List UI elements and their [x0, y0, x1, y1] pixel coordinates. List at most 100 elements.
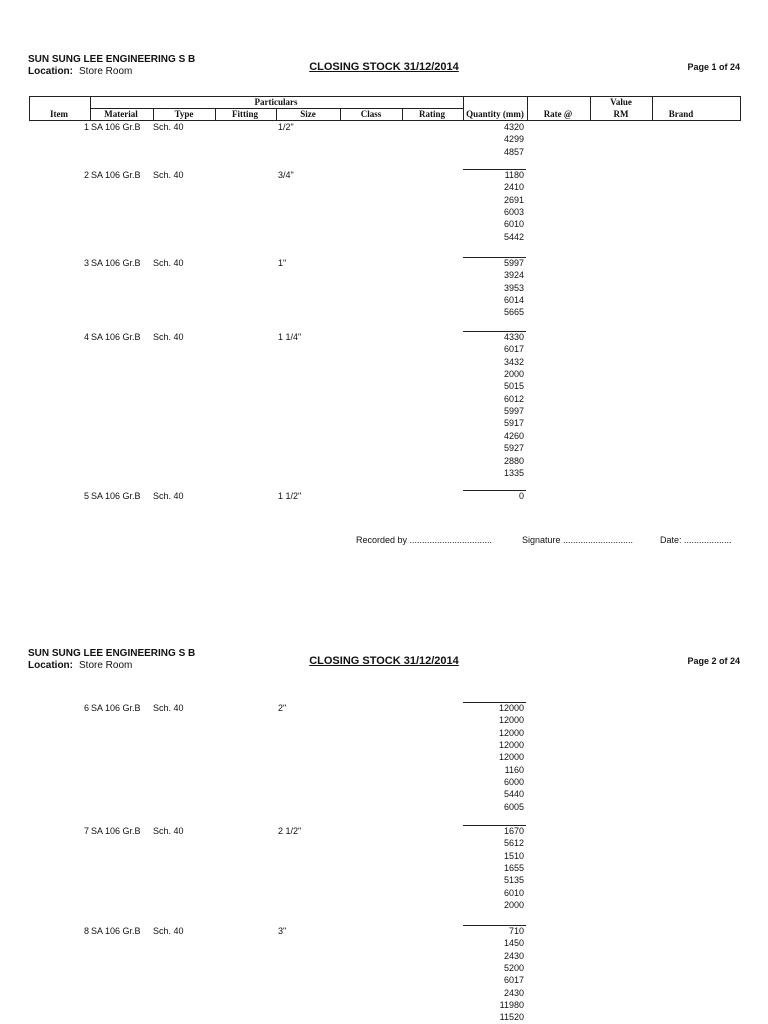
size: 1/2"	[278, 122, 294, 132]
column-header: Rate @	[543, 109, 573, 119]
column-header: Value	[610, 97, 632, 107]
quantity: 12000	[498, 740, 524, 751]
column-header: Class	[360, 109, 382, 119]
column-header: RM	[613, 109, 629, 119]
type: Sch. 40	[153, 170, 184, 180]
quantity: 2430	[503, 987, 524, 998]
company-name: SUN SUNG LEE ENGINEERING S B	[28, 54, 196, 65]
item-number: 1	[83, 122, 89, 132]
quantity: 0	[518, 491, 524, 501]
type: Sch. 40	[153, 332, 184, 342]
rule	[215, 108, 216, 121]
quantity: 4299	[503, 134, 524, 145]
quantity: 6017	[503, 975, 524, 986]
material: SA 106 Gr.B	[91, 122, 141, 132]
material: SA 106 Gr.B	[91, 926, 141, 936]
quantity: 4330	[503, 332, 524, 342]
quantity: 3953	[503, 282, 524, 293]
quantity: 2691	[503, 194, 524, 205]
quantity: 5927	[503, 443, 524, 454]
size: 1 1/4"	[278, 332, 302, 342]
rule	[29, 96, 740, 97]
rule	[340, 108, 341, 121]
column-header: Material	[104, 109, 138, 119]
rule	[652, 96, 653, 121]
location-label: Location:	[28, 660, 73, 671]
item-number: 6	[83, 703, 89, 713]
type: Sch. 40	[153, 826, 184, 836]
material: SA 106 Gr.B	[91, 332, 141, 342]
rule	[463, 96, 464, 121]
quantity: 5135	[503, 875, 524, 886]
quantity: 6005	[503, 801, 524, 812]
column-header: Brand	[668, 109, 694, 119]
quantity: 1655	[503, 863, 524, 874]
rule	[29, 96, 30, 121]
quantity: 2430	[503, 950, 524, 961]
quantity: 5917	[503, 418, 524, 429]
type: Sch. 40	[153, 703, 184, 713]
item-number: 4	[83, 332, 89, 342]
recorded-by: Recorded by ............................…	[356, 535, 493, 545]
quantity: 5997	[503, 406, 524, 417]
size: 3/4"	[278, 170, 294, 180]
date: Date: ...................	[660, 535, 732, 545]
quantity: 1160	[504, 764, 524, 775]
quantity: 4260	[503, 430, 524, 441]
rule	[740, 96, 741, 121]
quantity: 1450	[503, 938, 524, 949]
quantity: 2000	[503, 900, 524, 911]
quantity: 11980	[499, 1000, 524, 1011]
page-number: Page 1 of 24	[687, 62, 740, 72]
quantity: 4857	[503, 146, 524, 157]
quantity: 4320	[503, 122, 524, 132]
quantity: 11520	[499, 1012, 524, 1023]
material: SA 106 Gr.B	[91, 703, 141, 713]
quantity: 1510	[503, 850, 524, 861]
quantity: 6017	[503, 344, 524, 355]
column-header: Quantity (mm)	[466, 109, 524, 119]
type: Sch. 40	[153, 258, 184, 268]
type: Sch. 40	[153, 122, 184, 132]
quantity: 2410	[503, 182, 524, 193]
company-name: SUN SUNG LEE ENGINEERING S B	[28, 648, 196, 659]
quantity: 2000	[503, 369, 524, 380]
column-header: Type	[174, 109, 194, 119]
quantity: 3924	[503, 270, 524, 281]
material: SA 106 Gr.B	[91, 826, 141, 836]
type: Sch. 40	[153, 926, 184, 936]
quantity: 6010	[503, 887, 524, 898]
quantity: 5612	[503, 838, 524, 849]
size: 2"	[278, 703, 287, 713]
quantity: 3432	[503, 356, 524, 367]
rule	[463, 490, 526, 491]
rule	[463, 925, 526, 926]
quantity: 710	[508, 926, 524, 936]
type: Sch. 40	[153, 491, 184, 501]
quantity: 12000	[498, 703, 524, 713]
item-number: 3	[83, 258, 89, 268]
report-title: CLOSING STOCK 31/12/2014	[309, 61, 459, 73]
page-number: Page 2 of 24	[687, 656, 740, 666]
quantity: 5442	[503, 231, 524, 242]
item-number: 2	[83, 170, 89, 180]
location: Store Room	[79, 660, 133, 671]
size: 2 1/2"	[278, 826, 302, 836]
quantity: 1670	[503, 826, 524, 836]
quantity: 1335	[503, 467, 524, 478]
column-header: Size	[300, 109, 316, 119]
column-header: Item	[50, 109, 68, 119]
item-number: 7	[83, 826, 89, 836]
quantity: 6014	[503, 295, 524, 306]
rule	[153, 108, 154, 121]
location: Store Room	[79, 66, 133, 77]
quantity: 5665	[503, 307, 524, 318]
location-label: Location:	[28, 66, 73, 77]
quantity: 2880	[503, 455, 524, 466]
rule	[29, 120, 740, 121]
rule	[463, 169, 526, 170]
size: 1"	[278, 258, 287, 268]
column-header: Rating	[418, 109, 446, 119]
rule	[527, 96, 528, 121]
quantity: 12000	[498, 752, 524, 763]
